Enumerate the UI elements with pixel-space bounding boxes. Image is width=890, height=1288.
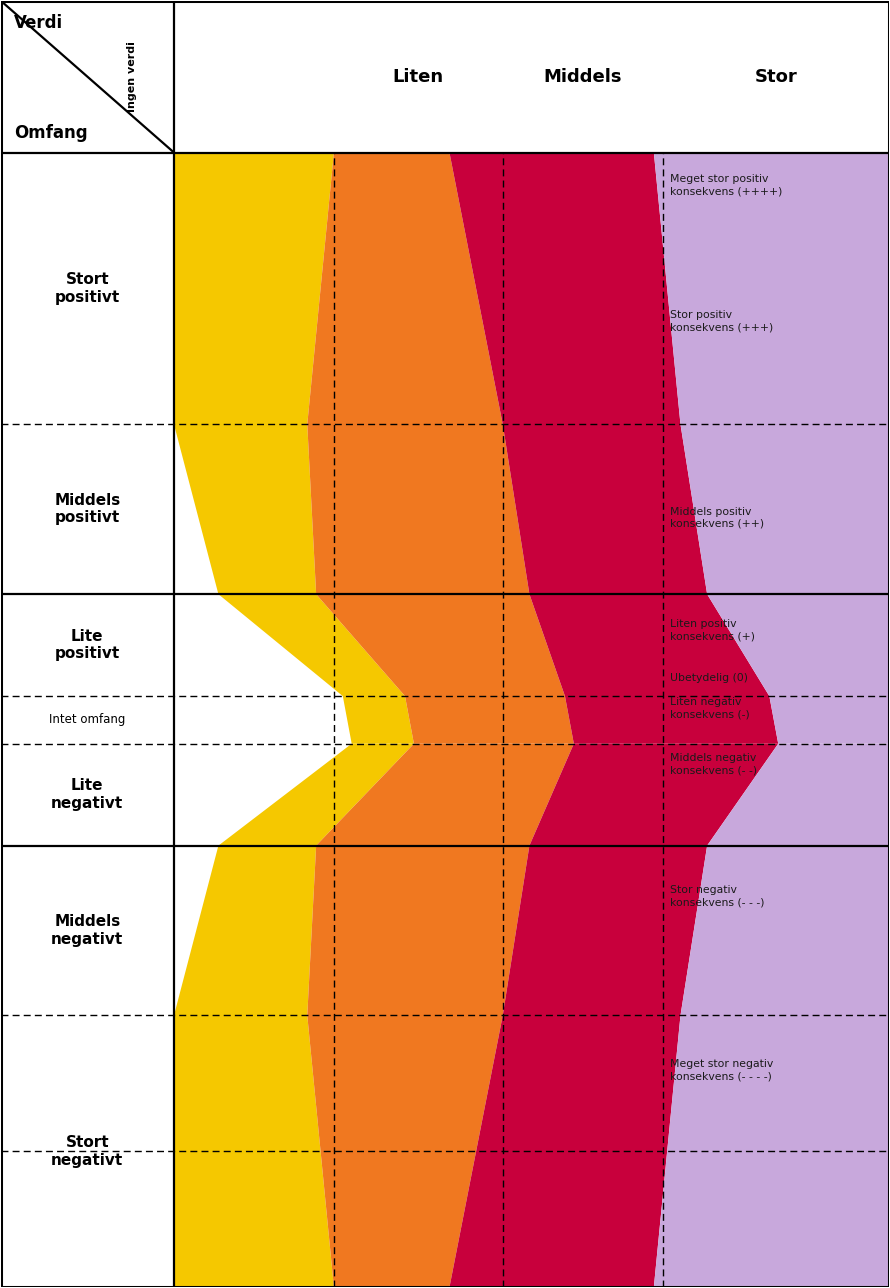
Polygon shape	[449, 152, 778, 743]
Text: Liten: Liten	[392, 67, 444, 85]
Text: Middels
positivt: Middels positivt	[54, 493, 120, 526]
Text: Meget stor positiv
konsekvens (++++): Meget stor positiv konsekvens (++++)	[670, 174, 782, 196]
Text: Stor: Stor	[755, 67, 797, 85]
Text: Stor negativ
konsekvens (- - -): Stor negativ konsekvens (- - -)	[670, 885, 765, 908]
Text: Middels negativ
konsekvens (- -): Middels negativ konsekvens (- -)	[670, 753, 756, 775]
Polygon shape	[654, 743, 889, 1287]
Text: Stor positiv
konsekvens (+++): Stor positiv konsekvens (+++)	[670, 310, 773, 332]
Text: Meget stor negativ
konsekvens (- - - -): Meget stor negativ konsekvens (- - - -)	[670, 1059, 773, 1081]
Polygon shape	[174, 743, 414, 1287]
Text: Stort
negativt: Stort negativt	[52, 1135, 124, 1168]
Polygon shape	[449, 743, 778, 1287]
Text: Omfang: Omfang	[14, 124, 87, 142]
Text: Stort
positivt: Stort positivt	[54, 272, 120, 305]
Polygon shape	[174, 152, 414, 743]
Text: Ubetydelig (0): Ubetydelig (0)	[670, 672, 748, 683]
Text: Middels positiv
konsekvens (++): Middels positiv konsekvens (++)	[670, 506, 764, 529]
Polygon shape	[654, 152, 889, 743]
Text: Liten positiv
konsekvens (+): Liten positiv konsekvens (+)	[670, 618, 755, 641]
Text: Middels
negativt: Middels negativt	[52, 914, 124, 947]
Text: Ingen verdi: Ingen verdi	[126, 41, 137, 112]
Text: Lite
positivt: Lite positivt	[54, 629, 120, 661]
Polygon shape	[307, 743, 574, 1287]
Text: Liten negativ
konsekvens (-): Liten negativ konsekvens (-)	[670, 697, 749, 719]
Polygon shape	[307, 152, 574, 743]
Text: Verdi: Verdi	[14, 14, 63, 32]
Text: Middels: Middels	[544, 67, 622, 85]
Text: Intet omfang: Intet omfang	[49, 714, 125, 726]
Text: Lite
negativt: Lite negativt	[52, 778, 124, 811]
